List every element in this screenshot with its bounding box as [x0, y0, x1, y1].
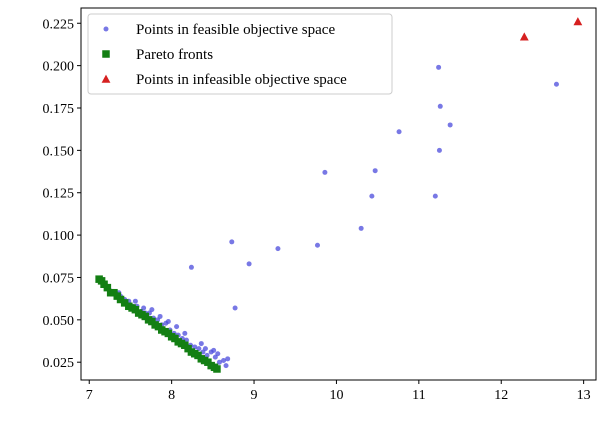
pareto-front-point	[213, 365, 221, 373]
x-tick-label: 8	[168, 388, 175, 403]
pareto-front-point	[120, 299, 129, 307]
feasible-point	[432, 193, 438, 199]
y-tick-label: 0.075	[43, 271, 75, 286]
y-tick-label: 0.100	[43, 229, 75, 244]
feasible-point	[437, 103, 443, 109]
legend-entry: Points in infeasible objective space	[101, 72, 347, 88]
y-tick-label: 0.025	[43, 356, 75, 371]
feasible-point	[225, 356, 231, 362]
feasible-point	[396, 129, 402, 135]
y-tick-label: 0.150	[43, 144, 75, 159]
feasible-point	[232, 305, 238, 311]
feasible-point	[198, 341, 204, 347]
feasible-point	[372, 168, 378, 174]
feasible-point	[229, 239, 235, 245]
feasible-point	[141, 305, 147, 311]
feasible-point	[275, 246, 281, 252]
feasible-point	[223, 363, 229, 369]
feasible-point	[149, 307, 155, 313]
plot-frame	[80, 7, 597, 381]
legend-marker	[103, 26, 109, 32]
y-tick-label: 0.200	[43, 60, 75, 75]
legend-label: Points in feasible objective space	[136, 22, 335, 38]
feasible-point	[182, 330, 188, 336]
feasible-point	[204, 352, 210, 358]
feasible-point	[436, 147, 442, 153]
feasible-point	[196, 346, 202, 352]
legend-marker	[101, 74, 111, 83]
axis-ticks: 7 8 9 10 11 12 13 0.025 0.050 0.075 0.100 0.125 0.15…	[43, 17, 591, 403]
feasible-point	[216, 359, 222, 365]
pareto-front-point	[116, 295, 125, 304]
feasible-point	[322, 169, 328, 175]
feasible-point	[174, 324, 180, 330]
feasible-point	[246, 261, 252, 267]
feasible-point	[358, 225, 364, 231]
legend-marker	[102, 50, 110, 58]
legend-entry: Pareto fronts	[102, 47, 213, 63]
feasible-point	[202, 346, 208, 352]
infeasible-point-series	[519, 17, 583, 41]
plot-points	[95, 17, 583, 373]
x-tick-label: 12	[494, 388, 508, 403]
feasible-point	[369, 193, 375, 199]
feasible-point	[314, 242, 320, 248]
feasible-point	[211, 347, 217, 353]
feasible-point	[188, 264, 194, 270]
feasible-point	[215, 351, 221, 357]
infeasible-point	[573, 17, 583, 26]
legend-entry: Points in feasible objective space	[103, 22, 335, 38]
x-tick-label: 7	[86, 388, 93, 403]
y-tick-label: 0.125	[43, 187, 75, 202]
x-tick-label: 13	[577, 388, 591, 403]
feasible-point	[553, 81, 559, 87]
legend-label: Pareto fronts	[136, 47, 213, 63]
feasible-point	[447, 122, 453, 128]
x-tick-label: 11	[412, 388, 425, 403]
feasible-point	[221, 358, 227, 364]
infeasible-point	[519, 32, 529, 41]
y-tick-label: 0.050	[43, 314, 75, 329]
y-tick-label: 0.225	[43, 17, 75, 32]
x-tick-label: 9	[251, 388, 258, 403]
feasible-point	[132, 298, 138, 304]
feasible-point	[165, 319, 171, 325]
feasible-point-series	[103, 64, 559, 369]
legend-box	[87, 13, 393, 95]
pareto-front-point-series	[95, 275, 221, 373]
pareto-front-point	[103, 283, 112, 292]
x-tick-label: 10	[329, 388, 343, 403]
legend: Points in feasible objective space Pareto…	[87, 13, 393, 95]
feasible-point	[157, 313, 163, 319]
feasible-point	[436, 64, 442, 70]
legend-label: Points in infeasible objective space	[136, 72, 347, 88]
feasible-point	[192, 344, 198, 350]
y-tick-label: 0.175	[43, 102, 75, 117]
